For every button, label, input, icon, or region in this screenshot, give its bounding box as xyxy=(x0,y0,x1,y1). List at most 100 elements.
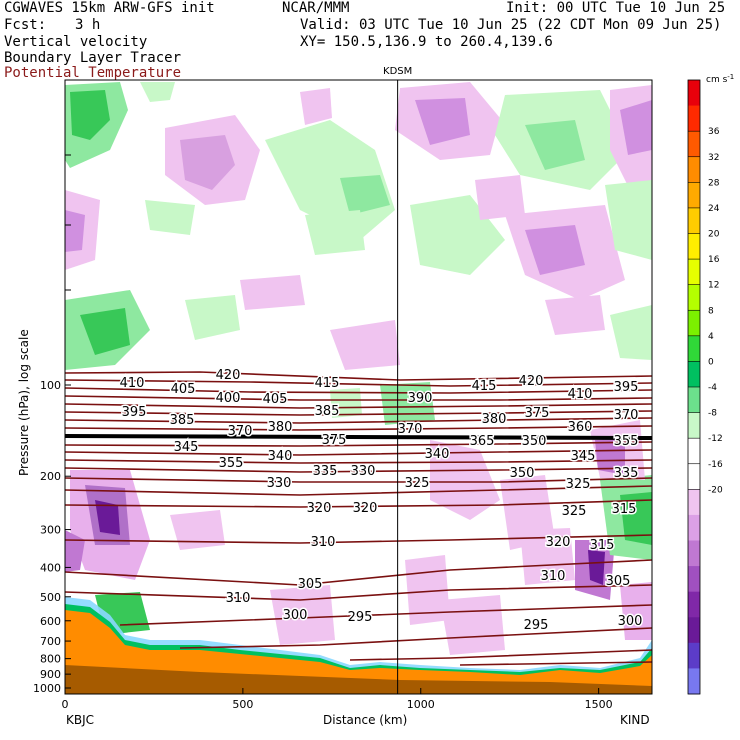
colorbar-swatch xyxy=(688,463,700,490)
colorbar-swatch xyxy=(688,284,700,311)
theta-label: 410 xyxy=(568,387,593,402)
colorbar-label: 36 xyxy=(708,127,720,137)
y-tick-label: 100 xyxy=(40,379,61,392)
theta-label: 295 xyxy=(524,618,549,633)
field-boundary-layer-tracer: Boundary Layer Tracer xyxy=(4,50,182,66)
colorbar-label: 28 xyxy=(708,178,720,188)
theta-label: 335 xyxy=(313,464,338,479)
theta-label: 350 xyxy=(522,434,547,449)
theta-label: 405 xyxy=(171,382,196,397)
colorbar-swatch xyxy=(688,80,700,107)
y-tick-label: 700 xyxy=(40,635,61,648)
colorbar-swatch xyxy=(688,310,700,337)
vertical-velocity-field xyxy=(65,82,652,655)
colorbar-label: 32 xyxy=(708,153,719,163)
x-tick-label: 500 xyxy=(232,698,253,711)
theta-label: 300 xyxy=(618,614,643,629)
init-time: Init: 00 UTC Tue 10 Jun 25 xyxy=(506,0,726,16)
theta-label: 320 xyxy=(307,501,332,516)
x-tick-label: 0 xyxy=(62,698,69,711)
theta-label: 325 xyxy=(566,477,591,492)
theta-contour xyxy=(65,559,652,586)
colorbar-swatch xyxy=(688,233,700,260)
colorbar-label: 4 xyxy=(708,332,714,342)
theta-label: 370 xyxy=(614,408,639,423)
theta-label: 315 xyxy=(590,538,615,553)
org-label: NCAR/MMM xyxy=(282,0,350,16)
theta-label: 410 xyxy=(120,376,145,391)
theta-label: 385 xyxy=(315,404,340,419)
theta-label: 385 xyxy=(170,413,195,428)
x-tick-label: 1500 xyxy=(585,698,613,711)
theta-contour xyxy=(349,649,652,661)
y-tick-label: 200 xyxy=(40,470,61,483)
theta-label: 305 xyxy=(606,574,631,589)
valid-time: Valid: 03 UTC Tue 10 Jun 25 (22 CDT Mon … xyxy=(300,17,722,33)
theta-contour xyxy=(65,410,652,416)
colorbar-swatch xyxy=(688,438,700,465)
theta-label: 395 xyxy=(122,405,147,420)
theta-contour xyxy=(65,449,652,456)
colorbar-swatch xyxy=(688,105,700,132)
colorbar-swatch xyxy=(688,131,700,158)
colorbar-label: 24 xyxy=(708,204,720,214)
theta-label: 340 xyxy=(268,449,293,464)
terrain xyxy=(65,597,652,694)
theta-label: 390 xyxy=(408,391,433,406)
y-tick-label: 500 xyxy=(40,591,61,604)
colorbar-swatch xyxy=(688,617,700,644)
colorbar-swatch xyxy=(688,361,700,388)
theta-label: 375 xyxy=(525,406,550,421)
colorbar-swatch xyxy=(688,156,700,183)
theta-contour xyxy=(65,379,652,387)
x-tick-label: 1000 xyxy=(407,698,435,711)
colorbar-label: 20 xyxy=(708,230,720,240)
colorbar: 36 32 28 24 20 16 12 8 4 0 -4 -8 -12 -16 -20 xyxy=(687,79,723,695)
colorbar-swatch xyxy=(688,412,700,439)
fcst-value: 3 h xyxy=(75,17,101,33)
colorbar-label: 12 xyxy=(708,281,719,291)
y-tick-label: 900 xyxy=(40,668,61,681)
theta-label: 330 xyxy=(267,476,292,491)
right-station-label: KIND xyxy=(620,713,650,727)
theta-label: 355 xyxy=(614,434,639,449)
theta-contour xyxy=(459,661,652,666)
theta-contour xyxy=(65,584,652,601)
theta-label: 300 xyxy=(283,608,308,623)
theta-contour xyxy=(65,485,652,496)
colorbar-label: 16 xyxy=(708,255,720,265)
theta-contour xyxy=(65,403,652,409)
theta-label: 380 xyxy=(482,412,507,427)
theta-label: 420 xyxy=(519,374,544,389)
theta-label: 380 xyxy=(268,420,293,435)
x-axis-label: Distance (km) xyxy=(323,713,408,727)
theta-label: 415 xyxy=(472,379,497,394)
y-tick-label: 400 xyxy=(40,561,61,574)
theta-label: 355 xyxy=(219,456,244,471)
theta-label: 370 xyxy=(228,424,253,439)
theta-label: 365 xyxy=(470,434,495,449)
theta-label: 325 xyxy=(562,504,587,519)
kdsm-label: KDSM xyxy=(383,66,412,77)
theta-label: 325 xyxy=(405,476,430,491)
theta-label: 295 xyxy=(348,610,373,625)
theta-contour xyxy=(65,499,652,508)
theta-label: 310 xyxy=(226,591,251,606)
theta-label: 340 xyxy=(425,447,450,462)
colorbar-swatch xyxy=(688,566,700,593)
plot-frame xyxy=(64,79,653,695)
model-title: CGWAVES 15km ARW-GFS init xyxy=(4,0,215,16)
theta-contour xyxy=(65,477,652,483)
theta-label: 375 xyxy=(322,433,347,448)
theta-contour xyxy=(65,459,652,464)
colorbar-swatch xyxy=(688,182,700,209)
colorbar-swatch xyxy=(688,259,700,286)
colorbar-swatch xyxy=(688,335,700,362)
colorbar-label: -4 xyxy=(708,383,717,393)
theta-contour xyxy=(65,371,652,381)
colorbar-label: -16 xyxy=(708,460,723,470)
theta-label: 315 xyxy=(612,502,637,517)
theta-label: 415 xyxy=(315,376,340,391)
